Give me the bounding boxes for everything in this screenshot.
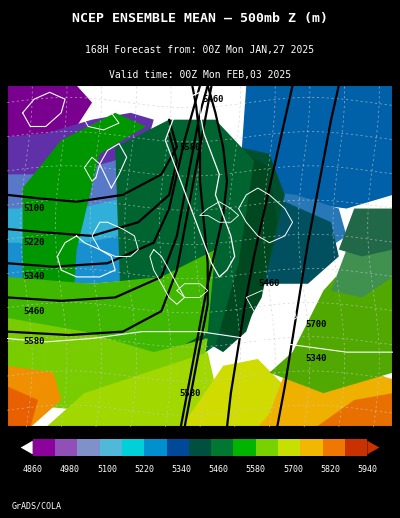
Polygon shape: [115, 120, 254, 372]
Bar: [300, 439, 323, 456]
Text: 5940: 5940: [357, 465, 377, 474]
Text: Valid time: 00Z Mon FEB,03 2025: Valid time: 00Z Mon FEB,03 2025: [109, 70, 291, 80]
Text: 5460: 5460: [259, 279, 280, 288]
Polygon shape: [7, 318, 208, 414]
Bar: [77, 439, 100, 456]
Polygon shape: [7, 386, 38, 427]
Polygon shape: [270, 256, 393, 393]
Bar: [33, 439, 55, 456]
Text: GrADS/COLA: GrADS/COLA: [12, 502, 62, 511]
Text: 5820: 5820: [320, 465, 340, 474]
Bar: [144, 439, 166, 456]
Text: 168H Forecast from: 00Z Mon JAN,27 2025: 168H Forecast from: 00Z Mon JAN,27 2025: [86, 45, 314, 54]
Bar: [323, 439, 345, 456]
Polygon shape: [200, 147, 285, 352]
Polygon shape: [316, 393, 393, 427]
FancyArrow shape: [367, 441, 379, 454]
Polygon shape: [7, 113, 154, 181]
Text: 5100: 5100: [97, 465, 117, 474]
Text: 5100: 5100: [24, 204, 45, 213]
Polygon shape: [46, 352, 216, 427]
Polygon shape: [238, 85, 393, 209]
FancyArrow shape: [21, 441, 33, 454]
Text: NCEP ENSEMBLE MEAN – 500mb Z (m): NCEP ENSEMBLE MEAN – 500mb Z (m): [72, 12, 328, 25]
Polygon shape: [231, 188, 346, 256]
Polygon shape: [331, 250, 393, 297]
Bar: [234, 439, 256, 456]
Text: 5340: 5340: [24, 272, 45, 281]
Text: 5340: 5340: [305, 354, 326, 364]
Text: 5460: 5460: [24, 307, 45, 315]
Bar: [122, 439, 144, 456]
Polygon shape: [23, 113, 146, 372]
Bar: [100, 439, 122, 456]
Polygon shape: [7, 250, 216, 372]
Bar: [345, 439, 367, 456]
Text: 5580: 5580: [246, 465, 266, 474]
Polygon shape: [181, 359, 285, 427]
Bar: [166, 439, 189, 456]
Polygon shape: [223, 202, 339, 284]
Text: 5700: 5700: [305, 320, 326, 329]
Polygon shape: [7, 85, 92, 147]
Bar: [278, 439, 300, 456]
Text: 5220: 5220: [24, 238, 45, 247]
Text: 5460: 5460: [208, 465, 228, 474]
Polygon shape: [7, 209, 246, 284]
Bar: [256, 439, 278, 456]
Text: 5580: 5580: [180, 142, 201, 151]
Polygon shape: [7, 140, 200, 215]
Text: 5220: 5220: [134, 465, 154, 474]
Text: 5580: 5580: [24, 337, 45, 347]
Text: 5700: 5700: [283, 465, 303, 474]
Polygon shape: [258, 359, 393, 427]
Bar: [189, 439, 211, 456]
Polygon shape: [339, 209, 393, 256]
Text: 4860: 4860: [23, 465, 43, 474]
Bar: [211, 439, 234, 456]
Text: 5460: 5460: [203, 95, 224, 104]
Text: 4980: 4980: [60, 465, 80, 474]
Text: 5580: 5580: [180, 388, 201, 398]
Polygon shape: [208, 154, 277, 338]
Text: 5340: 5340: [172, 465, 192, 474]
Polygon shape: [7, 366, 61, 427]
Polygon shape: [7, 175, 231, 250]
Bar: [55, 439, 77, 456]
